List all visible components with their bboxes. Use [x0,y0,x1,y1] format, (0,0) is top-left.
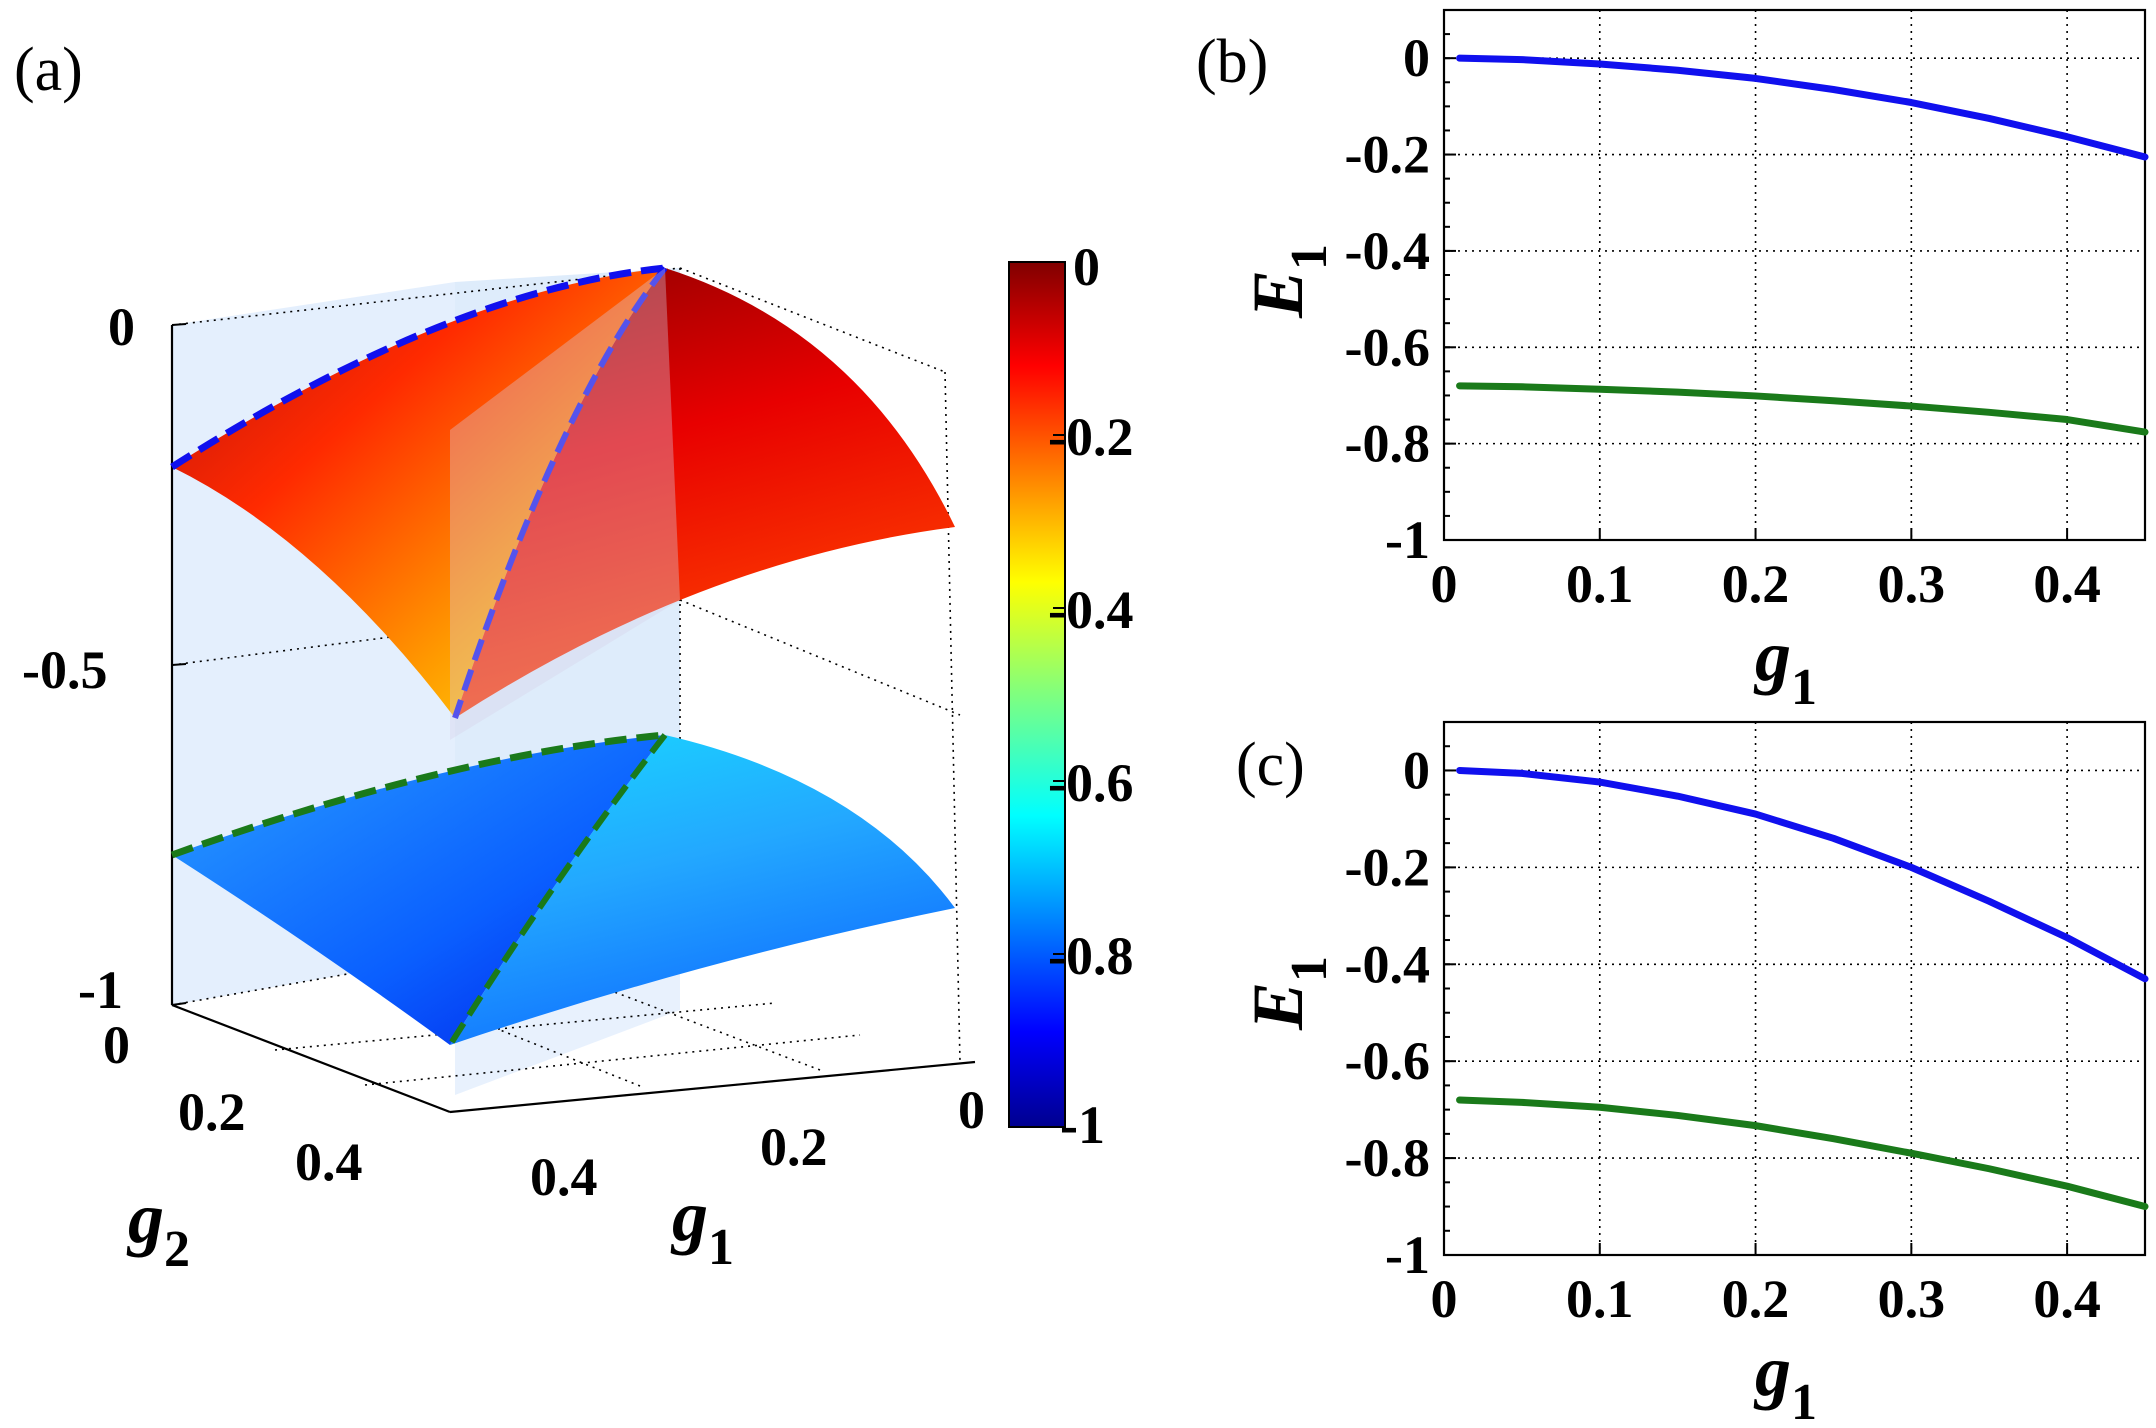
plot-b-xlabel: g1 [1753,616,1817,716]
colorbar-ticks [1053,434,1065,955]
plot-c-xlabel: g1 [1753,1331,1817,1428]
plot-b-ytick-label: -0.6 [1345,317,1430,377]
panel-a-label: (a) [14,36,83,104]
plot-b-ytick-label: -0.4 [1345,221,1430,281]
g2-axis-title: g2 [126,1178,190,1278]
lower-surface [170,731,955,1047]
plot-b-frame [1442,8,2147,542]
plot-c-frame [1442,720,2147,1257]
panel-a: (a) [14,36,1133,1278]
plot-c-series-0 [1456,766,2149,983]
colorbar-tick-neg06: -0.6 [1048,753,1133,813]
panel-b-label: (b) [1196,28,1268,96]
plot-c-xtick-label: 0.3 [1878,1269,1946,1329]
plot-b-xtick-label: 0.4 [2033,554,2101,614]
g1-tick-04: 0.4 [530,1147,598,1207]
plot-c-ytick-label: -0.4 [1345,934,1430,994]
z-tick-neg1: -1 [78,960,123,1020]
colorbar-tick-neg1: -1 [1060,1095,1105,1155]
plot-c-ylabel: E1 [1238,956,1338,1031]
plot-c-xtick-label: 0 [1431,1269,1458,1329]
z-tick-neg05: -0.5 [22,640,107,700]
plot-b-series-0 [1456,54,2149,161]
colorbar-tick-neg08: -0.8 [1048,926,1133,986]
plot-b-xtick-label: 0.1 [1566,554,1634,614]
z-tick-0: 0 [108,297,135,357]
plot-b-ytick-label: -1 [1385,510,1430,570]
colorbar-tick-neg02: -0.2 [1048,407,1133,467]
panel-c: (c) 0 0.1 0.2 0.3 0.40-0.2-0.4-0.6-0.8-1 E1 … [1236,720,2149,1428]
plot-b-series-1 [1456,382,2149,436]
panel-c-label: (c) [1236,731,1305,799]
plot-c-ytick-label: 0 [1403,740,1430,800]
upper-surface [170,264,955,719]
g2-tick-0: 0 [103,1015,130,1075]
slice-plane [450,268,680,740]
plot-c-xtick-label: 0.1 [1566,1269,1634,1329]
colorbar-tick-0: 0 [1073,237,1100,297]
g2-tick-02: 0.2 [178,1082,246,1142]
g1-axis-title: g1 [670,1176,734,1276]
plot-b-xtick-label: 0.3 [1878,554,1946,614]
colorbar [1008,261,1066,1128]
g2-tick-04: 0.4 [295,1132,363,1192]
plot-b-ytick-label: 0 [1403,28,1430,88]
panel-b: (b) 0 0.1 0.2 0.3 0.40-0.2-0.4-0.6-0.8-1 E1 … [1196,8,2149,716]
plot-b-ytick-label: -0.2 [1345,125,1430,185]
g1-tick-02: 0.2 [760,1117,828,1177]
plot-b-xtick-label: 0 [1431,554,1458,614]
plot-c-ytick-label: -0.6 [1345,1031,1430,1091]
plot-c-ytick-label: -1 [1385,1225,1430,1285]
colorbar-tick-neg04: -0.4 [1048,580,1133,640]
plot-c-series-1 [1456,1096,2149,1211]
plot-c-ytick-label: -0.8 [1345,1128,1430,1188]
g1-tick-0: 0 [958,1080,985,1140]
plot-c: 0 0.1 0.2 0.3 0.4 0 -0.2 -0.4 -0.6 -0.8 -1 [1345,720,2149,1329]
plot-c-ytick-label: -0.2 [1345,837,1430,897]
plot-b-xtick-label: 0.2 [1722,554,1790,614]
plot-c-xtick-label: 0.2 [1722,1269,1790,1329]
g1-axis-line [449,1060,976,1114]
plot-b: 0 0.1 0.2 0.3 0.4 0 -0.2 -0.4 -0.6 -0.8 -1 [1345,8,2149,614]
g2-axis-line [171,1003,451,1114]
plot-b-ytick-label: -0.8 [1345,414,1430,474]
plot-c-xtick-label: 0.4 [2033,1269,2101,1329]
plot-b-ylabel: E1 [1238,244,1338,319]
